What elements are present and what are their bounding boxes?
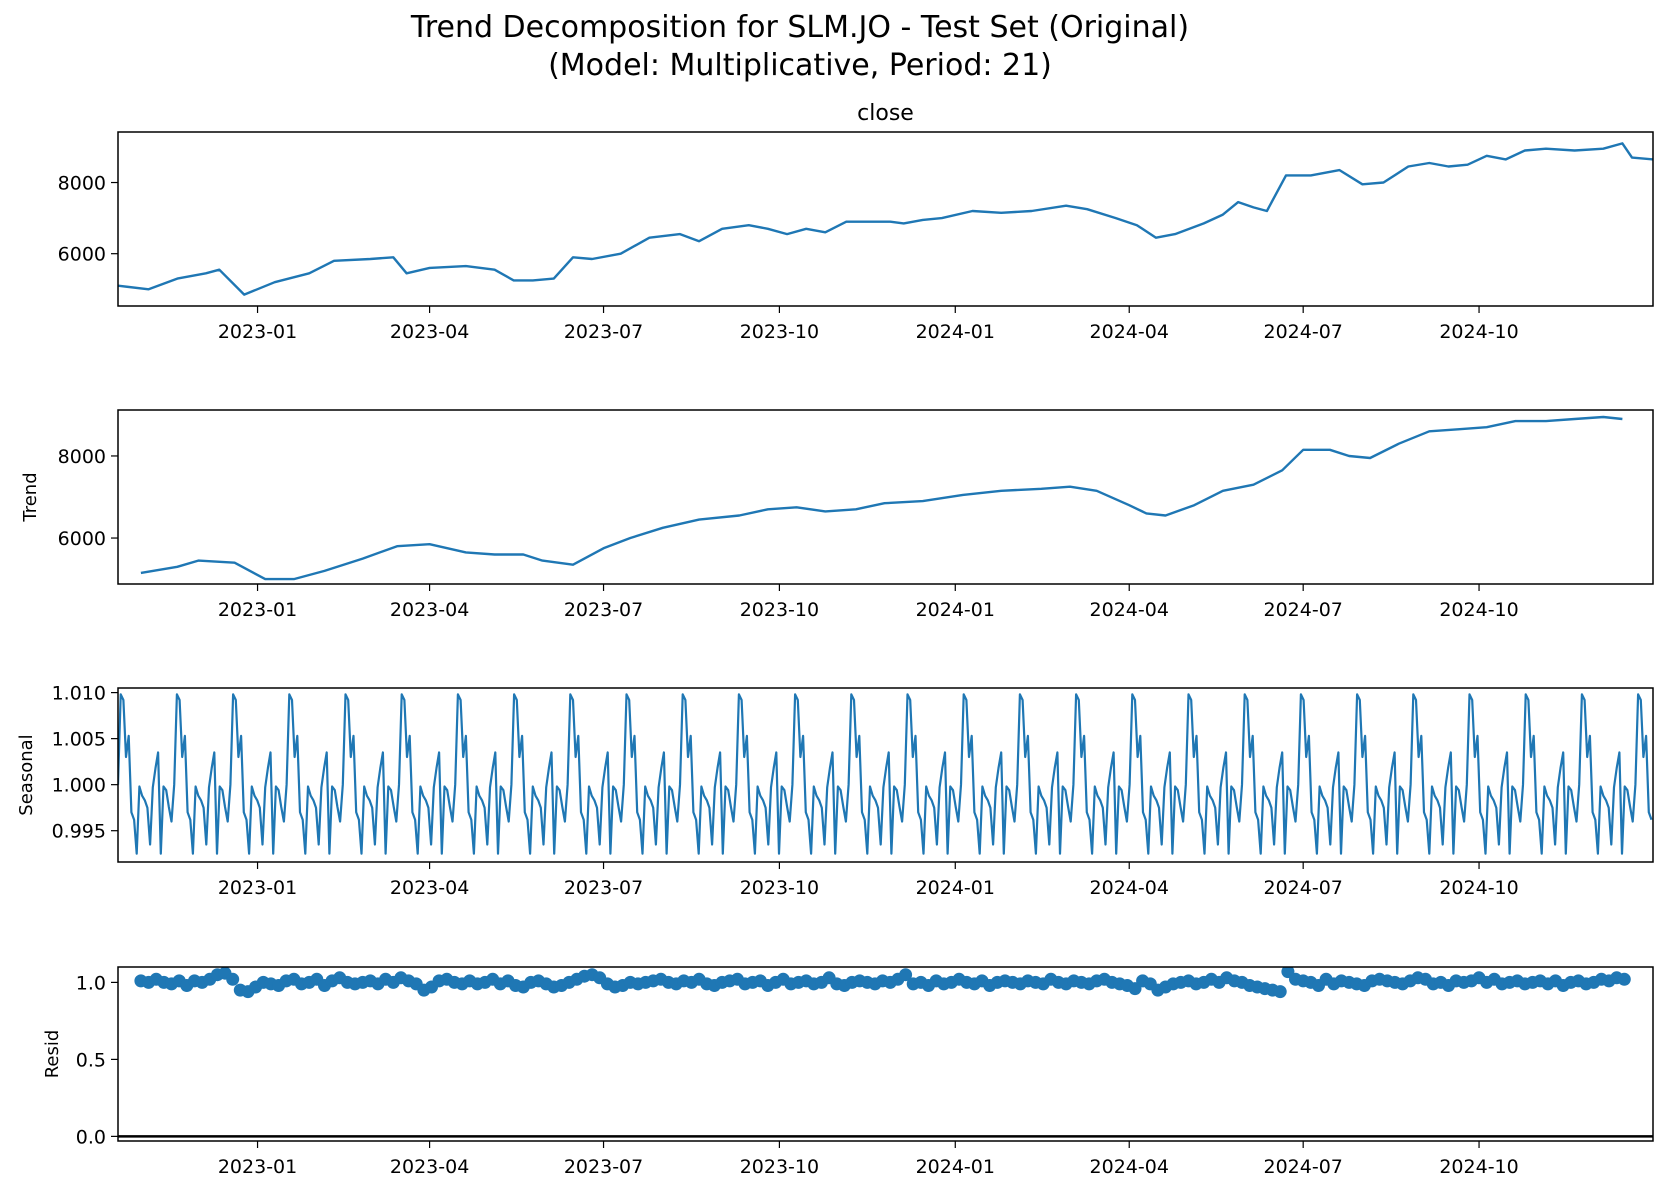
figure-title-line-2: (Model: Multiplicative, Period: 21) [548, 48, 1052, 83]
seasonal-xtick-label: 2024-04 [1090, 877, 1169, 899]
trend-xtick-label: 2023-01 [218, 599, 297, 621]
observed-ytick-label: 6000 [58, 244, 106, 266]
trend-xtick-label: 2023-10 [740, 599, 819, 621]
trend-axes-frame [117, 409, 1654, 585]
resid-xtick-label: 2024-01 [916, 1156, 995, 1178]
seasonal-xtick-label: 2024-07 [1263, 877, 1342, 899]
figure-title-line-1: Trend Decomposition for SLM.JO - Test Se… [410, 10, 1190, 45]
observed-xtick-label: 2023-01 [218, 321, 297, 343]
seasonal-xtick-label: 2023-07 [564, 877, 643, 899]
seasonal-xtick-label: 2023-04 [390, 877, 469, 899]
seasonal-xtick-label: 2024-01 [916, 877, 995, 899]
resid-xtick-label: 2024-10 [1439, 1156, 1518, 1178]
observed-series-line [118, 142, 1653, 296]
trend-xtick-label: 2023-07 [564, 599, 643, 621]
observed-xtick-label: 2023-04 [390, 321, 469, 343]
observed-xtick-label: 2023-07 [564, 321, 643, 343]
seasonal-ytick-label: 1.000 [52, 775, 106, 797]
observed-xtick-label: 2024-07 [1263, 321, 1342, 343]
seasonal-series-line [118, 693, 1653, 855]
trend-series-line [140, 415, 1623, 581]
resid-point [1617, 972, 1631, 986]
seasonal-ylabel: Seasonal [16, 734, 37, 815]
observed-axes-frame [117, 131, 1654, 307]
resid-xtick-label: 2023-04 [390, 1156, 469, 1178]
resid-ytick-label: 1.0 [76, 972, 106, 994]
seasonal-ytick-label: 1.005 [52, 729, 106, 751]
seasonal-xtick-label: 2024-10 [1439, 877, 1518, 899]
seasonal-axes-frame [117, 687, 1654, 863]
resid-xtick-label: 2023-07 [564, 1156, 643, 1178]
resid-ytick-label: 0.0 [76, 1126, 106, 1148]
trend-plot-area [140, 415, 1623, 581]
resid-point [899, 968, 913, 982]
trend-xtick-label: 2024-01 [916, 599, 995, 621]
seasonal-xtick-label: 2023-01 [218, 877, 297, 899]
seasonal-xtick-label: 2023-10 [740, 877, 819, 899]
observed-ytick-label: 8000 [58, 173, 106, 195]
observed-title: close [857, 101, 914, 126]
resid-xtick-label: 2023-01 [218, 1156, 297, 1178]
resid-ytick-label: 0.5 [76, 1049, 106, 1071]
resid-xtick-label: 2024-07 [1263, 1156, 1342, 1178]
observed-xtick-label: 2024-04 [1090, 321, 1169, 343]
trend-xtick-label: 2024-10 [1439, 599, 1518, 621]
seasonal-ytick-label: 0.995 [52, 821, 106, 843]
resid-plot-area [118, 967, 1653, 1138]
observed-xtick-label: 2023-10 [740, 321, 819, 343]
seasonal-plot-area [118, 693, 1653, 855]
resid-ylabel: Resid [42, 1030, 63, 1079]
observed-plot-area [118, 142, 1653, 296]
trend-ytick-label: 8000 [58, 446, 106, 468]
resid-xtick-label: 2024-04 [1090, 1156, 1169, 1178]
observed-xtick-label: 2024-10 [1439, 321, 1518, 343]
resid-point [1273, 985, 1287, 999]
seasonal-ytick-label: 1.010 [52, 683, 106, 705]
trend-xtick-label: 2024-04 [1090, 599, 1169, 621]
trend-xtick-label: 2023-04 [390, 599, 469, 621]
resid-point [226, 972, 240, 986]
trend-xtick-label: 2024-07 [1263, 599, 1342, 621]
resid-xtick-label: 2023-10 [740, 1156, 819, 1178]
trend-ytick-label: 6000 [58, 528, 106, 550]
observed-xtick-label: 2024-01 [916, 321, 995, 343]
trend-ylabel: Trend [20, 472, 41, 522]
resid-axes-frame [117, 966, 1654, 1142]
